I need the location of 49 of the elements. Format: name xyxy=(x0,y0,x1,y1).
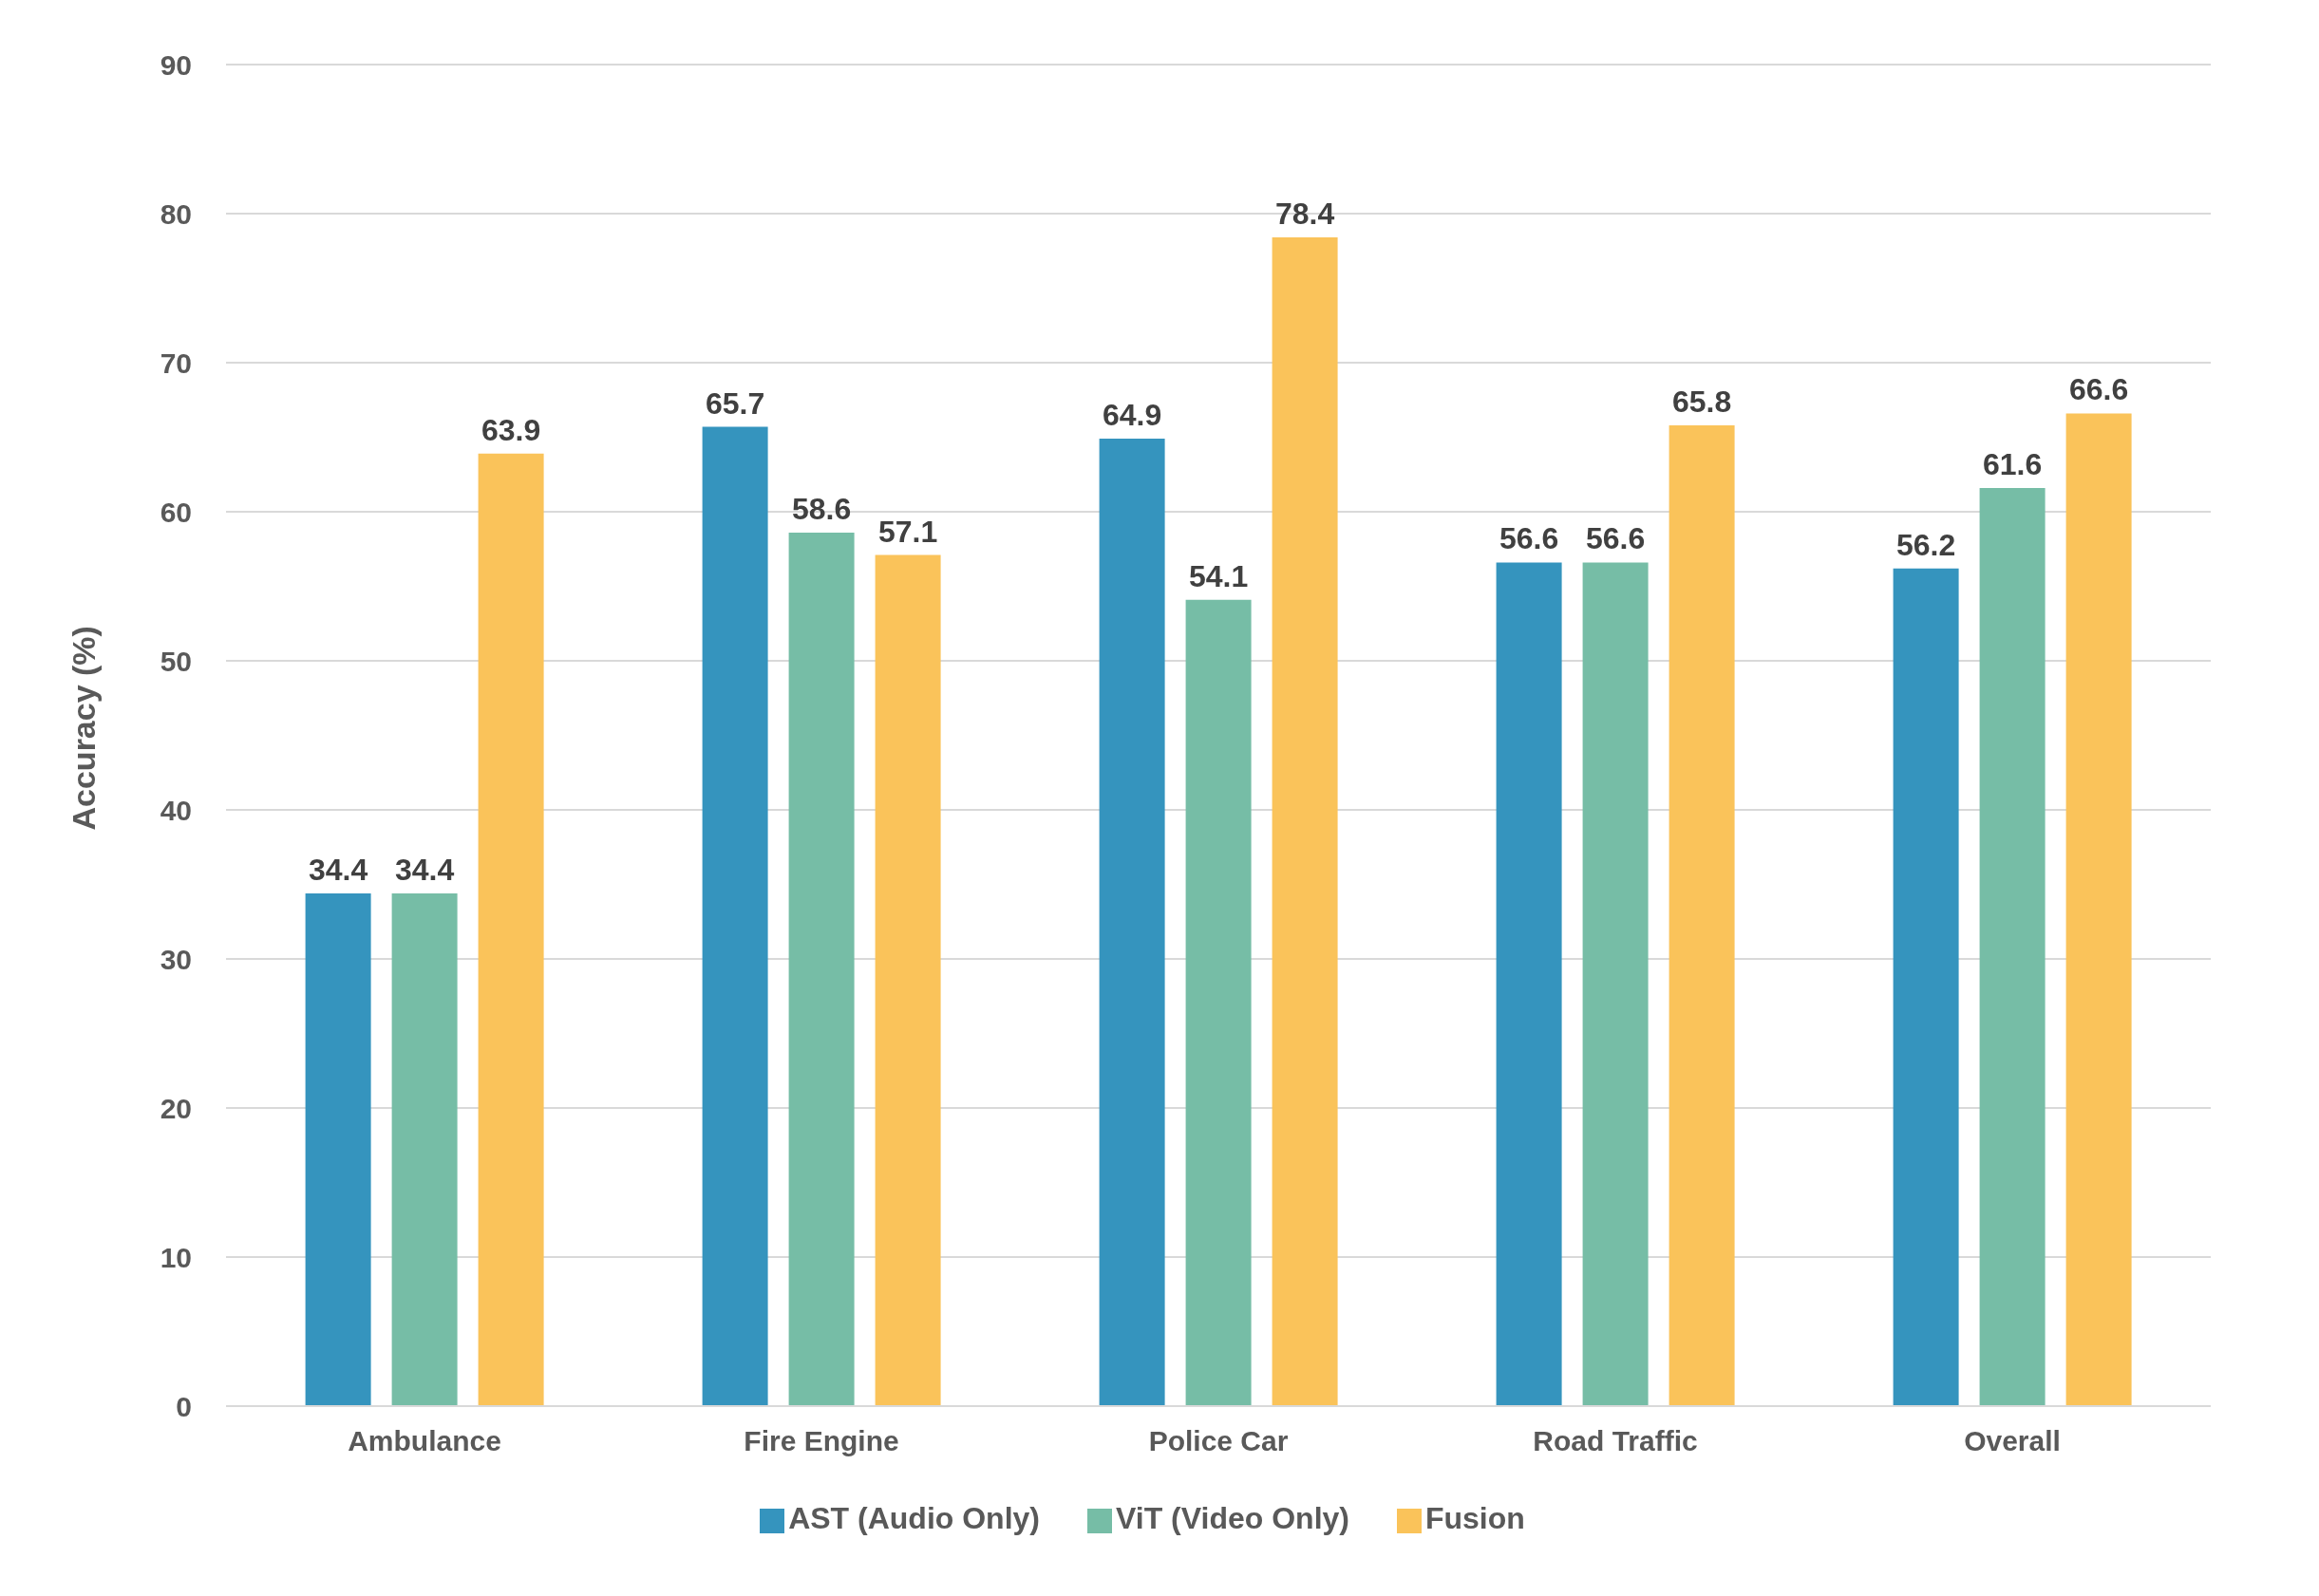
x-tick-label: Fire Engine xyxy=(744,1425,899,1457)
y-tick-label: 50 xyxy=(160,645,192,677)
y-axis-title: Accuracy (%) xyxy=(66,626,103,831)
data-label: 66.6 xyxy=(2068,372,2129,407)
x-tick-label: Road Traffic xyxy=(1533,1425,1698,1457)
data-label: 63.9 xyxy=(481,412,541,447)
bar xyxy=(1582,562,1649,1406)
data-label: 54.1 xyxy=(1188,558,1249,593)
bar xyxy=(788,532,855,1406)
data-label: 56.6 xyxy=(1585,521,1646,556)
data-label: 58.6 xyxy=(791,491,852,526)
bar xyxy=(305,892,371,1406)
bar xyxy=(1979,487,2046,1406)
bar xyxy=(875,554,941,1406)
data-label: 65.8 xyxy=(1671,384,1732,419)
y-tick-label: 60 xyxy=(160,496,192,528)
bar xyxy=(391,892,458,1406)
x-tick-label: Police Car xyxy=(1148,1425,1289,1457)
bar xyxy=(2065,413,2132,1406)
data-label: 61.6 xyxy=(1982,446,2043,481)
data-label: 78.4 xyxy=(1274,197,1335,232)
y-tick-label: 20 xyxy=(160,1092,192,1124)
y-tick-label: 30 xyxy=(160,943,192,975)
legend-label: ViT (Video Only) xyxy=(1116,1501,1349,1535)
data-label: 64.9 xyxy=(1102,398,1162,433)
bar xyxy=(702,426,768,1406)
data-label: 34.4 xyxy=(394,852,455,887)
bar xyxy=(478,453,544,1406)
data-label: 56.6 xyxy=(1499,521,1559,556)
x-tick-label: Overall xyxy=(1964,1425,2061,1457)
data-label: 34.4 xyxy=(308,852,368,887)
data-label: 65.7 xyxy=(705,385,765,421)
legend-label: Fusion xyxy=(1424,1501,1525,1535)
y-tick-label: 0 xyxy=(176,1390,192,1422)
x-tick-label: Ambulance xyxy=(348,1425,501,1457)
y-tick-label: 40 xyxy=(160,794,192,826)
bar xyxy=(1893,568,1959,1406)
data-label: 56.2 xyxy=(1895,527,1956,562)
bar xyxy=(1669,424,1735,1406)
bar xyxy=(1185,599,1252,1406)
bar xyxy=(1496,562,1562,1406)
y-tick-label: 80 xyxy=(160,197,192,230)
y-tick-label: 90 xyxy=(160,48,192,81)
bar xyxy=(1099,439,1165,1406)
y-tick-label: 70 xyxy=(160,347,192,379)
legend-label: AST (Audio Only) xyxy=(788,1501,1040,1535)
data-label: 57.1 xyxy=(877,514,938,549)
bar xyxy=(1272,237,1338,1406)
y-tick-label: 10 xyxy=(160,1241,192,1273)
